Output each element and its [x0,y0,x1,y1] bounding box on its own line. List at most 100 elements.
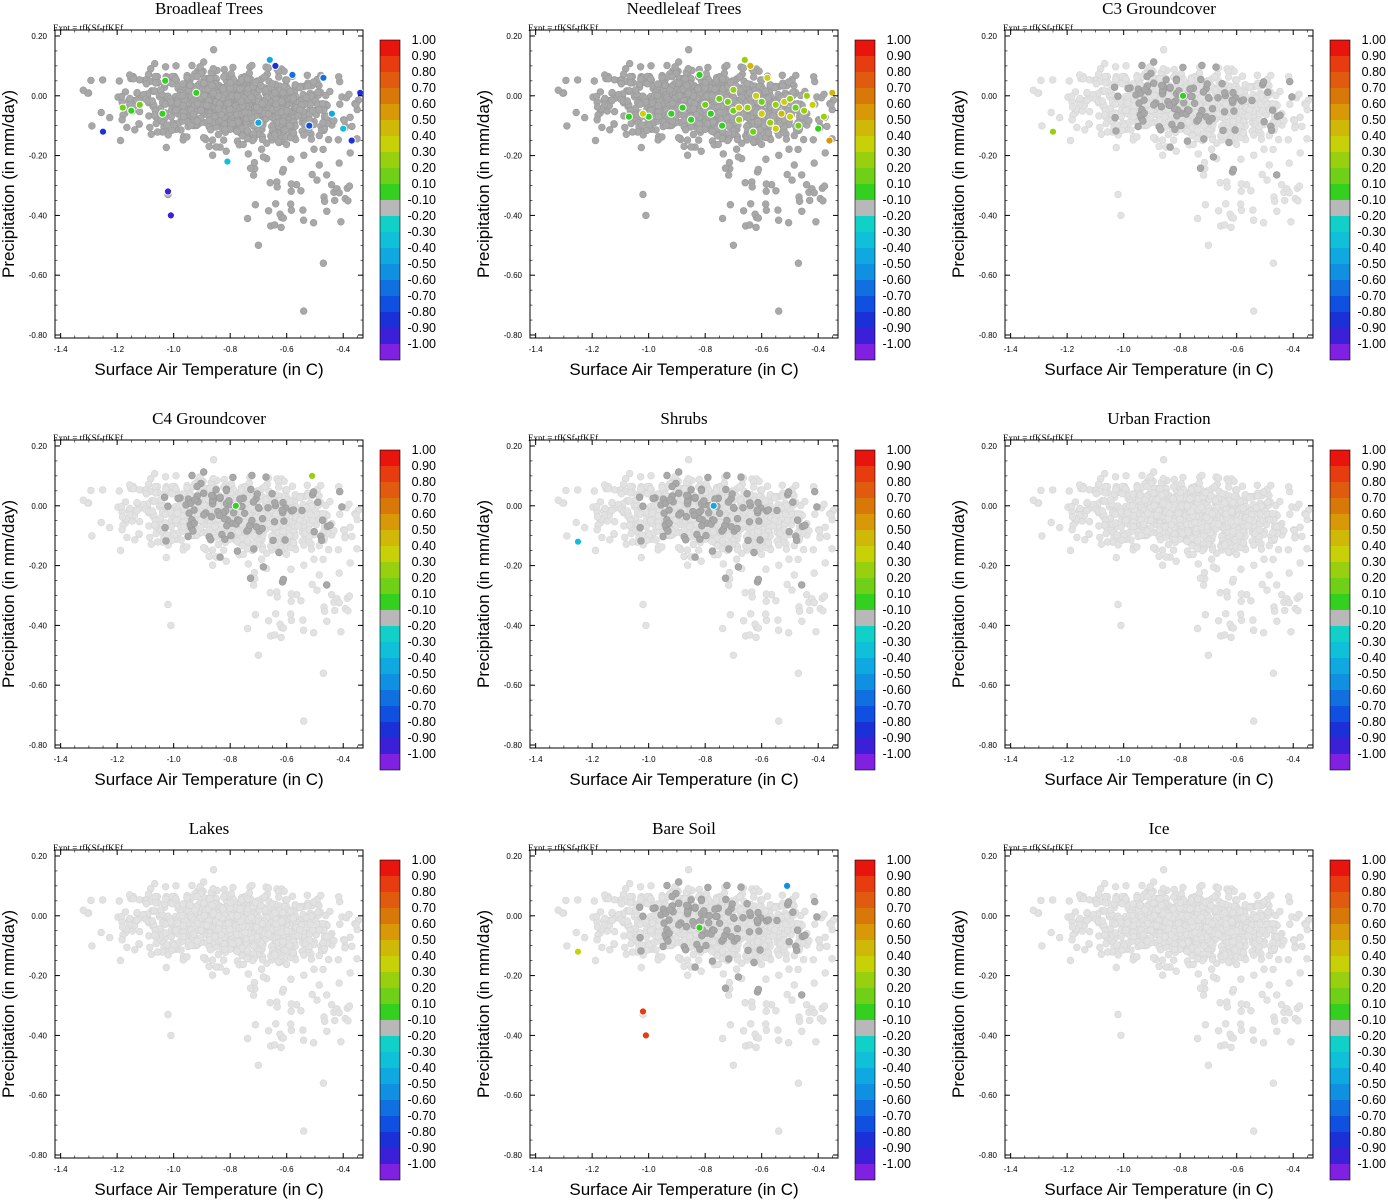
colorbar-label: -1.00 [1358,337,1387,351]
background-point [344,197,352,205]
colored-point [802,91,812,100]
highlight-point [1198,106,1206,115]
colorbar-label: -0.20 [883,209,912,223]
colorbar-label: 0.80 [412,65,436,79]
background-point [233,127,241,136]
background-point [302,93,310,102]
background-point [205,142,213,151]
background-point [250,158,259,167]
background-point [643,126,651,135]
colorbar-label: 0.50 [887,113,911,127]
colored-point [828,88,837,97]
background-point [1164,130,1173,139]
background-point [719,150,727,158]
background-point [610,107,619,116]
background-point [1055,113,1064,122]
colored-point [347,136,356,145]
background-point [761,87,769,96]
background-point [592,92,601,101]
background-point [1287,218,1295,226]
background-point [1253,71,1262,80]
background-point [251,201,260,209]
background-point [671,63,679,71]
highlight-point [1272,171,1281,179]
background-point [662,121,670,130]
background-point [1268,99,1277,108]
background-point [324,135,333,144]
colorbar-label: -0.20 [408,209,437,223]
background-point [820,182,829,190]
background-point [279,214,287,222]
background-point [1159,64,1168,73]
colorbar-label: -0.90 [408,321,437,335]
background-point [179,80,187,88]
background-point [784,78,793,86]
colorbar-swatch [380,136,400,152]
colorbar-label: 0.20 [887,161,911,175]
x-tick-label: -1.4 [1004,345,1018,354]
background-point [663,61,671,70]
background-point [608,88,616,97]
background-point [775,151,783,160]
background-point [194,99,202,108]
background-point [131,536,139,544]
background-point [294,112,302,120]
colored-point [687,115,696,124]
background-point [725,158,734,167]
background-point [1246,83,1254,92]
colorbar-label: 0.40 [1362,129,1386,143]
colorbar-label: 0.90 [412,49,436,63]
x-tick-label: -1.0 [1117,345,1131,354]
background-point [674,134,683,142]
colorbar-label: 0.70 [1362,81,1386,95]
background-point [98,486,107,494]
background-point [784,219,793,227]
background-point [209,45,218,54]
background-point [183,543,191,551]
background-point [827,101,835,109]
colorbar-swatch [855,232,875,248]
background-point [214,540,223,549]
highlight-point [1114,92,1122,100]
highlight-point [1203,80,1211,88]
background-point [331,196,339,205]
colorbar-label: -0.80 [883,305,912,319]
colorbar-label: 1.00 [1362,33,1386,47]
colorbar-label: -0.10 [883,193,912,207]
background-point [319,99,327,108]
colored-point [161,76,170,85]
background-point [222,557,230,565]
background-point [704,63,712,72]
y-tick-label: -0.20 [29,152,48,161]
background-point [271,221,279,229]
colorbar-label: 0.30 [1362,145,1386,159]
colored-point [743,103,752,112]
background-point [637,143,645,152]
colorbar-label: -0.50 [883,257,912,271]
highlight-point [1140,96,1148,104]
background-point [1073,123,1081,132]
highlight-point [1171,125,1179,134]
background-point [117,92,126,101]
background-point [775,131,783,139]
background-point [1210,73,1219,81]
background-point [726,201,735,209]
colorbar: 1.000.900.800.700.600.500.400.300.200.10… [379,33,437,361]
background-point [189,110,198,119]
background-point [617,80,626,88]
background-point [308,170,316,179]
background-point [172,106,180,115]
colored-point [701,100,710,109]
background-point [684,45,693,54]
background-point [135,517,144,526]
highlight-point [1185,106,1193,115]
background-point [625,59,634,68]
background-point [133,88,141,97]
colorbar-swatch [855,40,875,56]
background-point [287,187,295,195]
colorbar-swatch [855,72,875,88]
highlight-point [1124,84,1132,93]
background-point [274,138,283,146]
background-point [315,161,323,169]
background-point [1111,75,1120,83]
